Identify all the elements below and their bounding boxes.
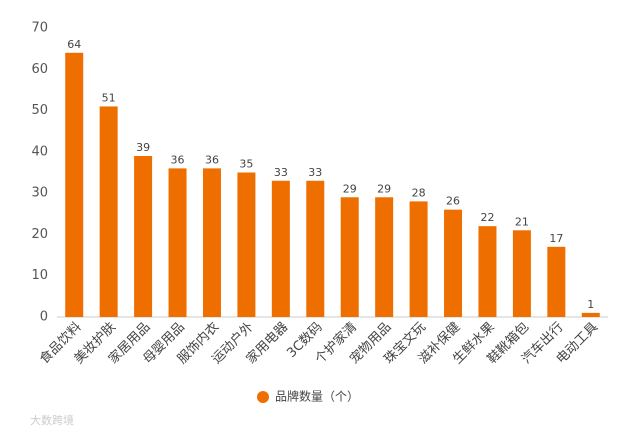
value-label: 1 <box>587 298 594 311</box>
bar <box>271 180 290 317</box>
value-label: 29 <box>343 182 357 195</box>
value-label: 64 <box>67 38 81 51</box>
value-label: 22 <box>480 211 494 224</box>
y-tick-label: 40 <box>31 144 48 159</box>
y-tick-label: 70 <box>31 21 48 36</box>
value-label: 29 <box>377 182 391 195</box>
y-tick-label: 30 <box>31 186 48 201</box>
bar <box>134 155 153 317</box>
watermark: 大数跨境 <box>30 413 74 427</box>
value-label: 26 <box>446 195 460 208</box>
bar <box>547 246 566 317</box>
bar <box>65 52 84 318</box>
bar <box>340 197 359 317</box>
value-label: 51 <box>102 91 116 104</box>
legend-label: 品牌数量（个） <box>275 389 359 404</box>
y-tick-label: 20 <box>31 227 48 242</box>
bar <box>237 172 256 317</box>
y-tick-label: 0 <box>40 310 48 325</box>
bar <box>375 197 394 317</box>
y-tick-label: 60 <box>31 62 48 77</box>
bar <box>202 168 221 317</box>
value-label: 33 <box>308 166 322 179</box>
value-label: 36 <box>171 153 185 166</box>
value-label: 39 <box>136 141 150 154</box>
y-tick-label: 50 <box>31 103 48 118</box>
value-label: 33 <box>274 166 288 179</box>
bar <box>409 201 428 317</box>
value-label: 21 <box>515 215 529 228</box>
value-label: 35 <box>239 158 253 171</box>
bar <box>306 180 325 317</box>
bar <box>512 230 531 317</box>
bar <box>581 312 600 317</box>
value-label: 28 <box>412 186 426 199</box>
bar <box>99 106 118 317</box>
bar <box>478 226 497 317</box>
legend-marker <box>257 391 269 403</box>
y-tick-label: 10 <box>31 268 48 283</box>
bar <box>168 168 187 317</box>
value-label: 17 <box>549 232 563 245</box>
value-label: 36 <box>205 153 219 166</box>
bar <box>444 209 463 317</box>
